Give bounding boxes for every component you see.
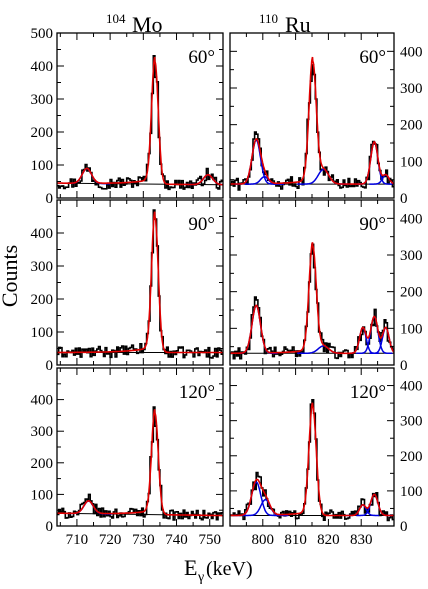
y-tick-label: 100 — [31, 325, 54, 341]
title-ru-mass: 110 — [259, 11, 278, 26]
spectrum-panel-2: 0 100 200 300 400 90° — [31, 199, 224, 374]
angle-label: 120° — [179, 382, 215, 403]
y-tick-label: 200 — [400, 449, 423, 465]
y-tick-label: 100 — [400, 484, 423, 500]
x-tick-label: 800 — [252, 532, 275, 548]
angle-label: 60° — [359, 47, 386, 68]
y-tick-label: 0 — [46, 191, 54, 207]
y-tick-label: 100 — [31, 487, 54, 503]
y-tick-label: 0 — [400, 519, 408, 535]
y-tick-label: 200 — [400, 285, 423, 301]
x-tick-label: 830 — [350, 532, 373, 548]
spectrum-panel-4: 0 100 200 300 400 60° — [229, 32, 423, 207]
y-tick-label: 300 — [400, 414, 423, 430]
y-tick-label: 500 — [31, 26, 54, 42]
y-tick-label: 400 — [400, 211, 423, 227]
angle-label: 60° — [188, 47, 215, 68]
y-tick-label: 200 — [400, 118, 423, 134]
x-tick-label: 720 — [99, 532, 122, 548]
x-axis-label-sub: γ — [197, 570, 204, 585]
x-tick-label: 820 — [317, 532, 340, 548]
spectrum-panel-3: 0 100 200 300 400 710 720 730 740 750 120° — [31, 367, 224, 548]
x-tick-label: 710 — [66, 532, 89, 548]
y-tick-label: 200 — [31, 125, 54, 141]
y-tick-label: 200 — [31, 456, 54, 472]
x-axis-label-main: E — [184, 555, 197, 580]
x-axis-label-unit: (keV) — [206, 558, 253, 580]
panel-group: 0 100 200 300 400 500 60° 0 100 200 300 400 90° 0 100 2… — [31, 26, 423, 548]
data-histogram — [57, 55, 223, 191]
total-fit-curve — [230, 402, 394, 517]
component-fit-curve — [369, 326, 394, 355]
x-tick-label: 740 — [165, 532, 188, 548]
total-fit-curve — [57, 211, 223, 354]
x-tick-label: 750 — [198, 532, 221, 548]
y-tick-label: 100 — [400, 321, 423, 337]
spectrum-panel-5: 0 100 200 300 400 90° — [229, 199, 423, 374]
y-tick-label: 300 — [31, 259, 54, 275]
angle-label: 90° — [188, 214, 215, 235]
total-fit-curve — [57, 409, 223, 517]
y-tick-label: 0 — [400, 191, 408, 207]
y-tick-label: 300 — [400, 248, 423, 264]
y-tick-label: 400 — [400, 379, 423, 395]
y-axis-label: Counts — [0, 245, 22, 307]
y-tick-label: 100 — [31, 158, 54, 174]
angle-label: 90° — [359, 214, 386, 235]
data-histogram — [57, 406, 223, 521]
component-fit-curve — [242, 498, 289, 517]
y-tick-label: 0 — [46, 358, 54, 374]
y-tick-label: 300 — [31, 92, 54, 108]
component-fit-curve — [234, 304, 278, 355]
total-fit-curve — [230, 242, 394, 355]
total-fit-curve — [230, 56, 394, 185]
y-tick-label: 0 — [46, 519, 54, 535]
y-tick-label: 400 — [400, 44, 423, 60]
y-tick-label: 0 — [400, 358, 408, 374]
angle-label: 120° — [350, 382, 386, 403]
y-tick-label: 100 — [400, 154, 423, 170]
component-fit-curve — [234, 139, 278, 185]
y-tick-label: 400 — [31, 393, 54, 409]
title-mo-mass: 104 — [106, 11, 126, 26]
y-tick-label: 300 — [400, 81, 423, 97]
x-tick-label: 810 — [284, 532, 307, 548]
y-tick-label: 300 — [31, 424, 54, 440]
y-tick-label: 400 — [31, 226, 54, 242]
spectrum-panel-6: 0 100 200 300 400 800 810 820 830 120° — [229, 367, 423, 548]
x-tick-label: 730 — [132, 532, 155, 548]
spectrum-panel-1: 0 100 200 300 400 500 60° — [31, 26, 224, 207]
y-tick-label: 400 — [31, 59, 54, 75]
total-fit-curve — [57, 56, 223, 186]
y-tick-label: 200 — [31, 292, 54, 308]
data-histogram — [230, 399, 394, 522]
